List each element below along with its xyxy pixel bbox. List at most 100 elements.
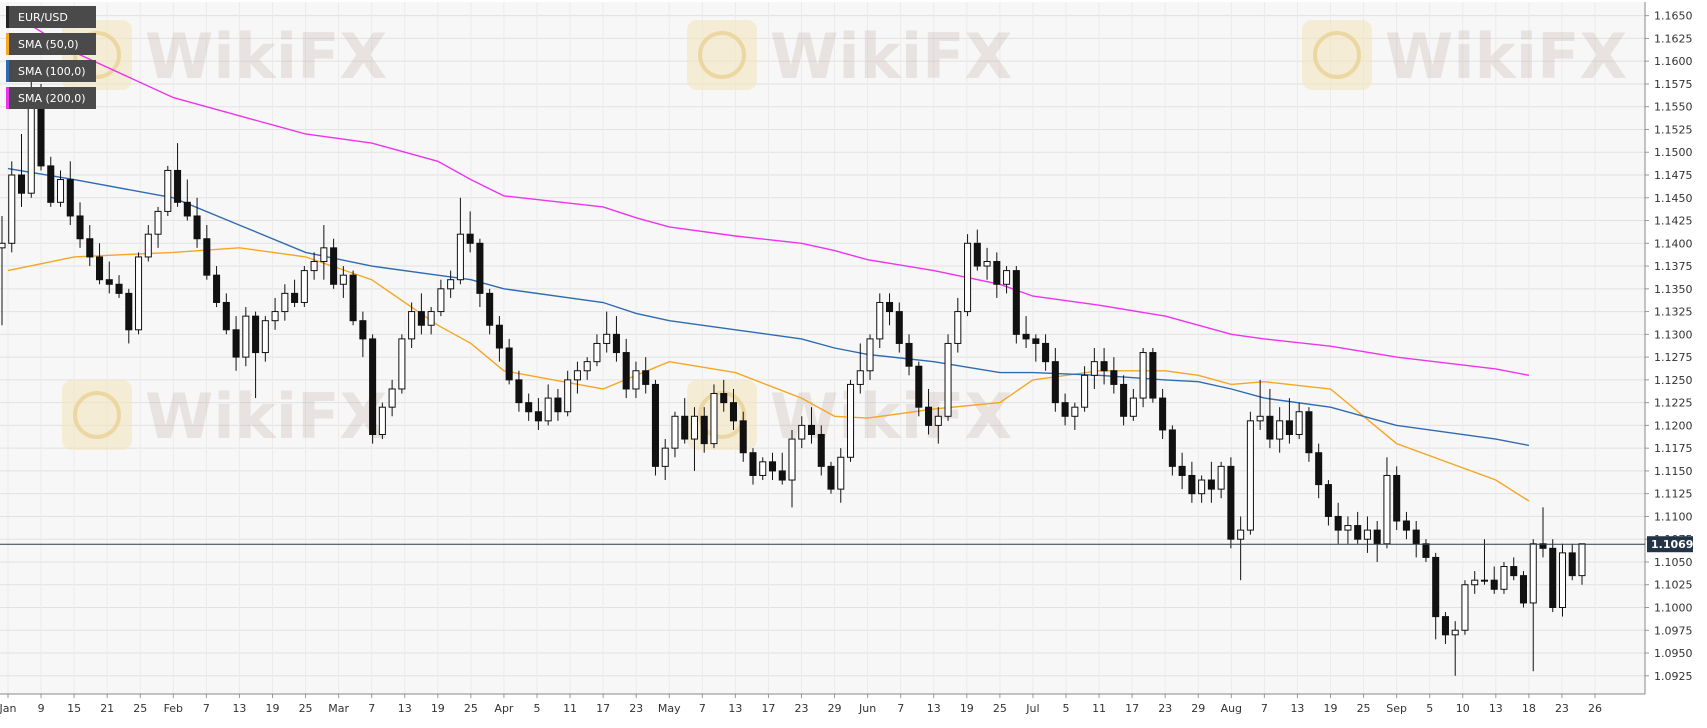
candle [1149,348,1157,403]
candle-body-down [1510,566,1518,577]
x-tick-label: Apr [494,702,514,715]
y-tick-label: 1.1175 [1654,442,1693,455]
candle [807,407,816,444]
candle-body-down [495,324,503,349]
candle-body-up [437,288,445,313]
candle [495,316,503,362]
candle-body-up [1003,270,1011,285]
x-tick-label: 25 [299,702,313,715]
candle [749,448,757,485]
candle [964,234,972,317]
candle-body-down [1168,429,1176,467]
candle [768,452,777,481]
candle-body-down [115,283,123,294]
candle-body-down [778,470,786,481]
candle-body-up [1529,543,1537,604]
candle-body-up [1276,420,1284,440]
candle [105,261,113,294]
x-tick-label: 25 [464,702,478,715]
candle [203,225,211,280]
x-tick-label: 19 [960,702,974,715]
candle [456,197,464,285]
candle-body-up [164,169,172,212]
x-tick-label: 5 [1063,702,1070,715]
candle-body-down [193,215,201,240]
x-tick-label: 17 [596,702,610,715]
candle-body-down [1549,547,1557,609]
legend-label: SMA (100,0) [18,64,86,78]
candle [1003,266,1011,294]
candle [174,143,182,207]
candle-body-down [66,179,74,217]
candle-body-down [17,174,26,194]
candle-body-down [1402,520,1410,531]
candle [1285,398,1293,444]
watermark-badge [687,20,757,90]
y-tick-label: 1.1050 [1654,556,1693,569]
candle-body-down [1315,452,1323,486]
x-tick-label: 7 [368,702,375,715]
legend-item-sma-200[interactable]: SMA (200,0) [6,87,96,109]
watermark-emblem [698,391,746,439]
candle-body-up [1256,415,1264,422]
candle-body-up [583,361,591,372]
candle [427,307,435,335]
candle [339,266,347,298]
candle [1510,557,1518,581]
x-tick-label: 23 [1158,702,1172,715]
y-tick-label: 1.1200 [1654,419,1693,432]
candle [359,311,367,358]
candle-body-down [1519,575,1528,604]
candle-body-down [183,201,191,217]
candle-body-up [135,256,143,331]
candle-body-down [1227,465,1235,540]
candle-body-up [1578,543,1586,577]
candle-body-up [154,210,162,235]
candle [261,316,269,362]
candle-body-up [1383,474,1391,545]
candle-body-down [76,215,84,240]
x-tick-label: Jun [858,702,876,715]
x-tick-label: 25 [1357,702,1371,715]
candle [1168,425,1176,476]
legend-item-sma-100[interactable]: SMA (100,0) [6,60,96,82]
candle [0,215,6,326]
candle-body-down [1100,361,1108,372]
x-tick-label: Jul [1025,702,1039,715]
candle-body-down [905,342,913,367]
candle [856,343,864,394]
candle [1402,511,1410,540]
candle-layer [0,61,1586,676]
candle [1363,516,1371,553]
watermark-logo: WikiFX [62,20,387,93]
candle-body-up [8,174,16,244]
candle [505,338,513,385]
candle [408,302,416,348]
candle [525,393,533,421]
legend-item-eurusd[interactable]: EUR/USD [6,6,96,28]
candle-body-down [232,329,240,358]
candle [447,270,455,298]
candle-body-down [330,247,338,285]
candle [1490,566,1498,594]
candle [573,361,581,394]
candle-body-down [1110,370,1118,385]
legend-item-sma-50[interactable]: SMA (50,0) [6,33,96,55]
x-tick-label: 17 [761,702,775,715]
candle [1110,357,1118,394]
candle-body-down [1354,525,1362,540]
x-tick-label: 19 [266,702,280,715]
x-tick-label: 18 [1522,702,1536,715]
candle [886,293,894,326]
candle-body-down [1207,479,1215,490]
candle [193,197,201,248]
candle [135,252,143,335]
candle [934,407,942,444]
candle-body-down [349,274,357,322]
x-tick-label: 13 [398,702,412,715]
candle-body-up [320,247,328,262]
candle [1071,402,1079,430]
candle-body-up [1363,529,1371,540]
x-tick-label: Sep [1386,702,1407,715]
candle [661,439,669,481]
